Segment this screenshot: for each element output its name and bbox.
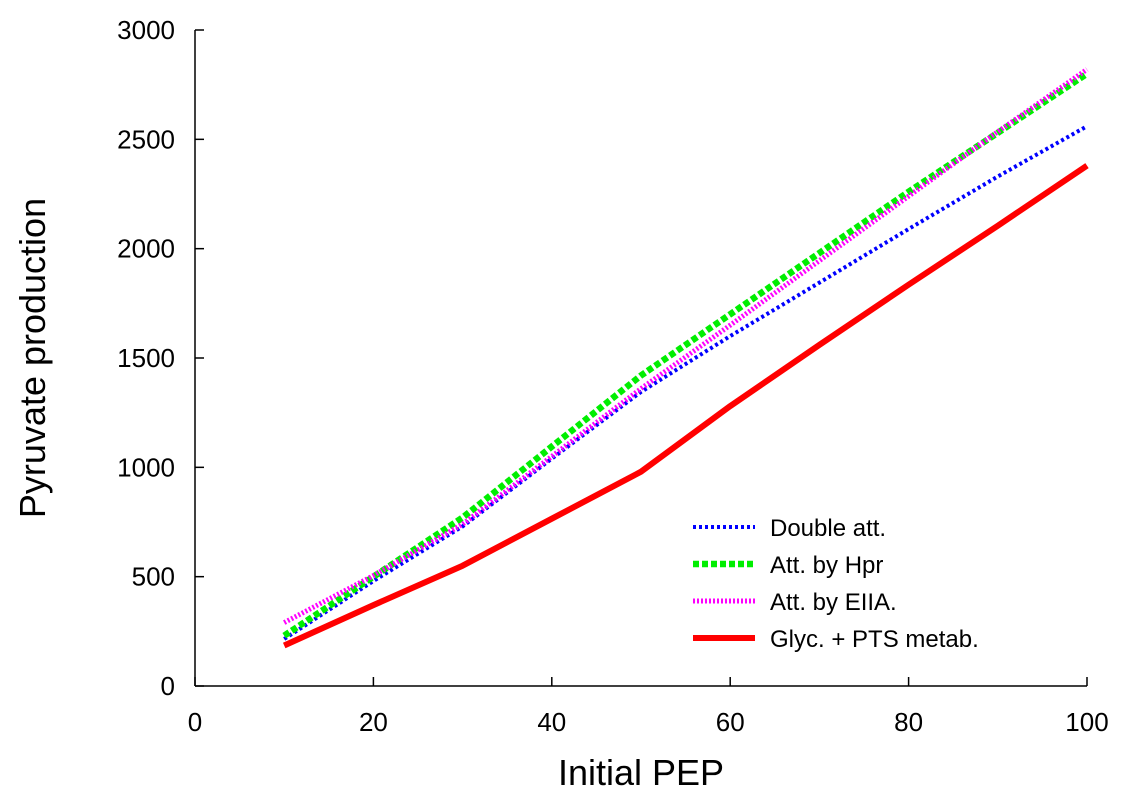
x-tick-label: 40 (537, 707, 566, 737)
series-line-2 (282, 70, 1089, 639)
x-axis-title: Initial PEP (558, 752, 724, 792)
y-tick-label: 2000 (117, 234, 175, 264)
y-tick-label: 500 (132, 562, 175, 592)
x-tick-label: 80 (894, 707, 923, 737)
legend-label-1: Double att. (770, 515, 886, 542)
legend-label-3: Att. by EIIA. (770, 589, 897, 616)
x-tick-label: 20 (359, 707, 388, 737)
y-tick-label: 1500 (117, 343, 175, 373)
y-tick-label: 2500 (117, 124, 175, 154)
legend-label-2: Att. by Hpr (770, 552, 883, 579)
series-line-1 (283, 124, 1088, 641)
legend-label-4: Glyc. + PTS metab. (770, 626, 979, 653)
legend: Double att. Att. by Hpr Att. by EIIA. Glyc.… (693, 515, 979, 653)
series-layer (282, 67, 1089, 649)
x-tick-label: 100 (1065, 707, 1108, 737)
axes (194, 30, 1087, 687)
y-tick-label: 1000 (117, 452, 175, 482)
series-line-3 (283, 67, 1089, 625)
x-tick-label: 60 (716, 707, 745, 737)
x-tick-label: 0 (188, 707, 202, 737)
series-line-4 (282, 163, 1089, 649)
y-axis-title: Pyruvate production (12, 198, 53, 518)
y-tick-label: 3000 (117, 15, 175, 45)
y-tick-label: 0 (161, 671, 175, 701)
